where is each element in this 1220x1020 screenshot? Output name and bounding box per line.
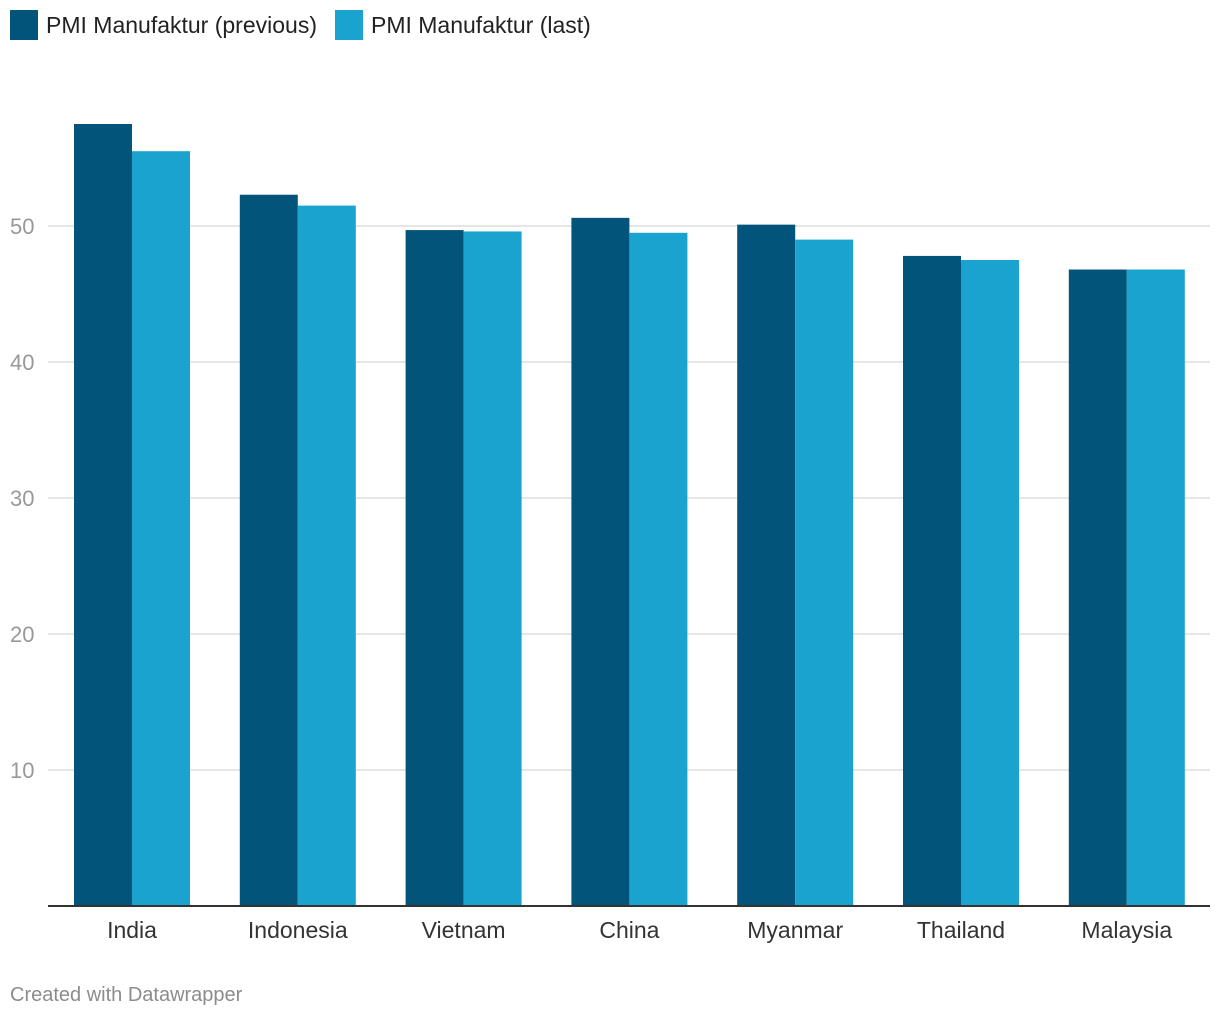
legend-swatch-previous [10, 10, 38, 40]
bar-india-previous [74, 124, 132, 906]
bar-malaysia-previous [1068, 269, 1127, 906]
bar-thailand-last [961, 260, 1019, 906]
x-category-label-myanmar: Myanmar [747, 917, 843, 943]
bar-china-previous [571, 217, 630, 907]
y-tick-label-40: 40 [10, 350, 34, 375]
bar-myanmar-previous [737, 224, 796, 906]
bar-malaysia-last [1126, 269, 1185, 906]
legend: PMI Manufaktur (previous) PMI Manufaktur… [10, 10, 609, 40]
bar-myanmar-last [795, 239, 854, 907]
bar-india-last [132, 151, 190, 906]
bar-china-last [629, 232, 688, 907]
bar-vietnam-last [463, 231, 522, 906]
y-tick-label-30: 30 [10, 486, 34, 511]
x-category-label-india: India [107, 917, 157, 943]
bar-indonesia-previous [239, 194, 298, 907]
y-tick-label-50: 50 [10, 214, 34, 239]
x-category-label-thailand: Thailand [917, 917, 1005, 943]
legend-label-last: PMI Manufaktur (last) [370, 11, 591, 38]
legend-swatch-last [334, 10, 363, 40]
legend-label-previous: PMI Manufaktur (previous) [46, 11, 317, 38]
bar-thailand-previous [903, 255, 961, 907]
bar-vietnam-previous [405, 230, 464, 906]
x-category-label-indonesia: Indonesia [248, 917, 348, 943]
x-category-label-malaysia: Malaysia [1081, 917, 1172, 943]
y-tick-label-10: 10 [10, 758, 34, 783]
bar-indonesia-last [297, 205, 356, 907]
y-tick-label-20: 20 [10, 622, 34, 647]
x-category-label-vietnam: Vietnam [422, 917, 506, 943]
legend-item-last: PMI Manufaktur (last) [334, 10, 591, 40]
footer-credit[interactable]: Created with Datawrapper [10, 984, 243, 1006]
bar-chart: 10 20 30 40 50 India Indonesia Vietnam China Myan… [10, 124, 1210, 943]
legend-item-previous: PMI Manufaktur (previous) [10, 10, 317, 40]
x-category-label-china: China [599, 917, 659, 943]
